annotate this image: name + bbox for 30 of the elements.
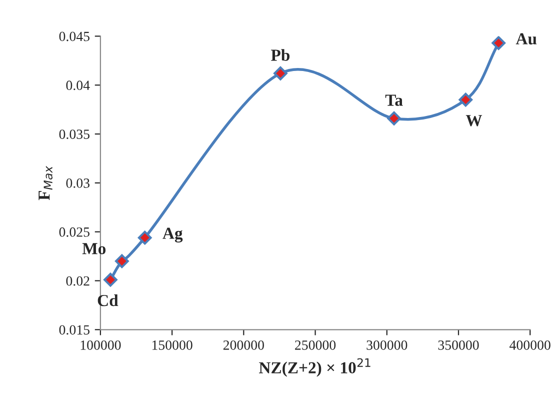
- y-axis-title: F$_{Max}$: [38, 166, 52, 200]
- annotation: Mo: [82, 243, 106, 254]
- y-tick-label: 0.035: [59, 130, 90, 140]
- x-tick-label: 100000: [80, 340, 121, 350]
- point: [387, 111, 401, 126]
- y-tick-label: 0.015: [59, 325, 90, 335]
- x-tick-label: 250000: [295, 340, 336, 350]
- y-tick-label: 0.03: [66, 178, 90, 188]
- annotation: Cd: [98, 294, 118, 306]
- annotation: Au: [516, 33, 537, 44]
- point: [138, 230, 152, 245]
- x-tick-label: 350000: [438, 340, 479, 350]
- x-tick-label: 150000: [152, 340, 192, 350]
- x-tick-label: 200000: [223, 340, 264, 350]
- point: [114, 254, 129, 268]
- annotation: W: [466, 115, 482, 126]
- point: [458, 92, 473, 107]
- point: [492, 36, 506, 50]
- x-axis-title: NZ(Z+2) × 10$^{21}$: [259, 358, 370, 377]
- y-tick-label: 0.04: [66, 80, 90, 90]
- annotation: Ag: [162, 228, 183, 242]
- point: [274, 66, 288, 80]
- point: [104, 272, 118, 287]
- x-tick-label: 300000: [366, 340, 408, 350]
- y-tick-label: 0.02: [66, 276, 90, 286]
- y-tick-label: 0.045: [59, 32, 90, 42]
- y-tick-label: 0.025: [59, 227, 90, 237]
- annotation: Ta: [385, 94, 403, 106]
- x-tick-label: 400000: [510, 340, 550, 350]
- annotation: Pb: [271, 49, 290, 61]
